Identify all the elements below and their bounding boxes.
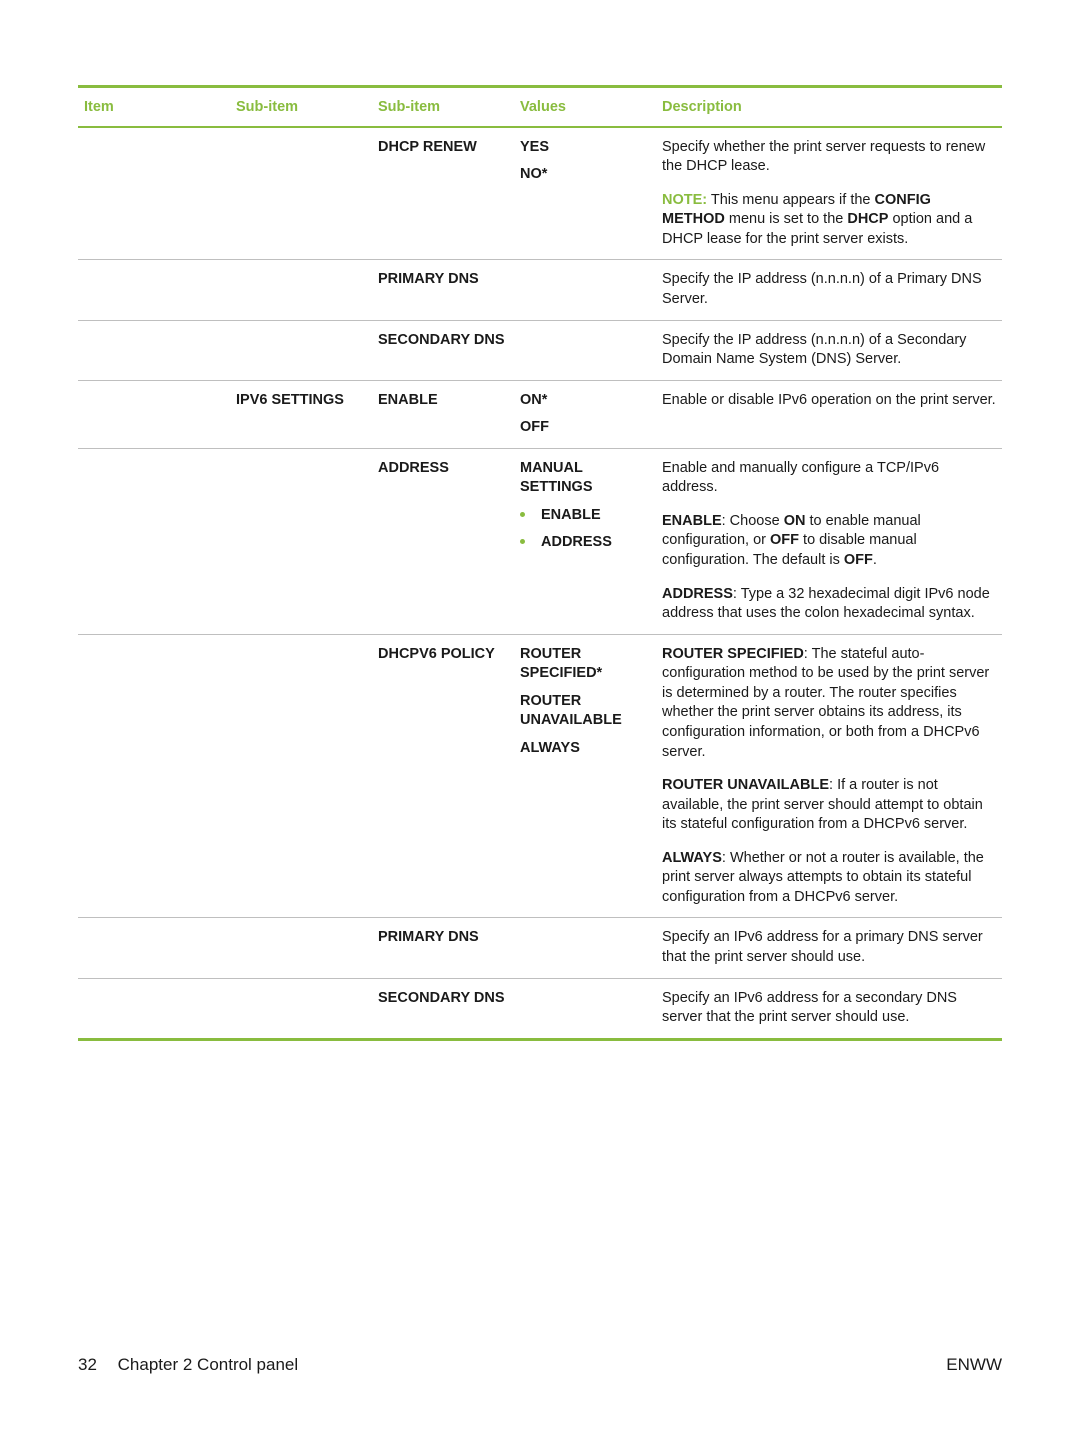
table-row: PRIMARY DNS Specify an IPv6 address for …: [78, 918, 1002, 978]
values-list: ROUTER SPECIFIED* ROUTER UNAVAILABLE ALW…: [520, 645, 650, 759]
value-option: YES: [520, 138, 650, 158]
footer-left: 32 Chapter 2 Control panel: [78, 1355, 298, 1375]
sub2-label: ADDRESS: [372, 448, 514, 634]
chapter-title: Chapter 2 Control panel: [118, 1355, 299, 1374]
page-number: 32: [78, 1355, 97, 1375]
description-cell: Specify the IP address (n.n.n.n) of a Pr…: [656, 260, 1002, 320]
description-text: ADDRESS: Type a 32 hexadecimal digit IPv…: [662, 585, 996, 624]
table-header-row: Item Sub-item Sub-item Values Descriptio…: [78, 87, 1002, 127]
description-cell: ROUTER SPECIFIED: The stateful auto-conf…: [656, 634, 1002, 918]
description-text: ROUTER UNAVAILABLE: If a router is not a…: [662, 776, 996, 835]
value-option: MANUAL SETTINGS: [520, 459, 650, 498]
header-sub2: Sub-item: [372, 87, 514, 127]
table-row: PRIMARY DNS Specify the IP address (n.n.…: [78, 260, 1002, 320]
header-desc: Description: [656, 87, 1002, 127]
description-text: ENABLE: Choose ON to enable manual confi…: [662, 512, 996, 571]
sub2-label: PRIMARY DNS: [372, 260, 514, 320]
value-option: ON*: [520, 391, 650, 411]
value-option: OFF: [520, 418, 650, 438]
values-list: MANUAL SETTINGS ENABLE ADDRESS: [520, 459, 650, 553]
value-bullet: ADDRESS: [520, 533, 650, 553]
sub2-label: PRIMARY DNS: [372, 918, 514, 978]
table-row: ADDRESS MANUAL SETTINGS ENABLE ADDRESS: [78, 448, 1002, 634]
description-cell: Specify an IPv6 address for a secondary …: [656, 978, 1002, 1039]
values-list: YES NO*: [520, 138, 650, 185]
page-footer: 32 Chapter 2 Control panel ENWW: [78, 1355, 1002, 1375]
bullet-icon: [520, 539, 525, 544]
description-cell: Specify the IP address (n.n.n.n) of a Se…: [656, 320, 1002, 380]
description-text: ROUTER SPECIFIED: The stateful auto-conf…: [662, 645, 996, 762]
description-cell: Specify an IPv6 address for a primary DN…: [656, 918, 1002, 978]
description-text: Enable and manually configure a TCP/IPv6…: [662, 459, 996, 498]
value-option: ROUTER UNAVAILABLE: [520, 692, 650, 731]
document-page: Item Sub-item Sub-item Values Descriptio…: [0, 0, 1080, 1437]
description-text: Specify whether the print server request…: [662, 138, 996, 177]
footer-right: ENWW: [946, 1355, 1002, 1375]
bullet-icon: [520, 512, 525, 517]
header-sub1: Sub-item: [230, 87, 372, 127]
sub2-label: SECONDARY DNS: [372, 978, 514, 1039]
header-item: Item: [78, 87, 230, 127]
value-option: ROUTER SPECIFIED*: [520, 645, 650, 684]
sub2-label: DHCP RENEW: [372, 127, 514, 260]
settings-table: Item Sub-item Sub-item Values Descriptio…: [78, 85, 1002, 1041]
table-row: DHCPV6 POLICY ROUTER SPECIFIED* ROUTER U…: [78, 634, 1002, 918]
table-row: SECONDARY DNS Specify the IP address (n.…: [78, 320, 1002, 380]
sub2-label: SECONDARY DNS: [372, 320, 514, 380]
description-cell: Specify whether the print server request…: [656, 127, 1002, 260]
description-cell: Enable and manually configure a TCP/IPv6…: [656, 448, 1002, 634]
sub2-label: ENABLE: [372, 380, 514, 448]
value-option: NO*: [520, 165, 650, 185]
values-list: ON* OFF: [520, 391, 650, 438]
description-note: NOTE: This menu appears if the CONFIG ME…: [662, 191, 996, 250]
note-label: NOTE:: [662, 192, 707, 208]
value-option: ALWAYS: [520, 739, 650, 759]
sub1-label: IPV6 SETTINGS: [230, 380, 372, 448]
table-row: IPV6 SETTINGS ENABLE ON* OFF Enable or d…: [78, 380, 1002, 448]
description-cell: Enable or disable IPv6 operation on the …: [656, 380, 1002, 448]
description-text: ALWAYS: Whether or not a router is avail…: [662, 849, 996, 908]
sub2-label: DHCPV6 POLICY: [372, 634, 514, 918]
table-row: DHCP RENEW YES NO* Specify whether the p…: [78, 127, 1002, 260]
header-values: Values: [514, 87, 656, 127]
value-bullet: ENABLE: [520, 506, 650, 526]
table-row: SECONDARY DNS Specify an IPv6 address fo…: [78, 978, 1002, 1039]
